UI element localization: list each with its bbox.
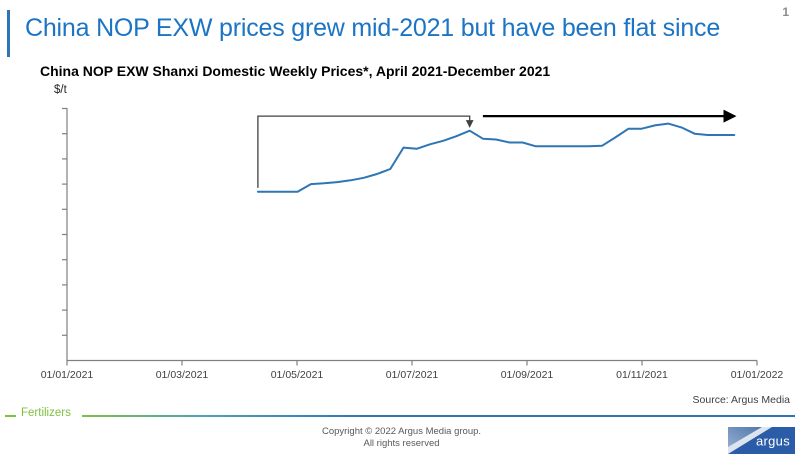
x-tick-label: 01/05/2021 bbox=[271, 369, 324, 381]
copyright-line2: All rights reserved bbox=[363, 438, 440, 449]
x-tick-label: 01/01/2022 bbox=[731, 369, 784, 381]
copyright-line1: Copyright © 2022 Argus Media group. bbox=[321, 426, 482, 437]
logo-swoosh-streak-icon bbox=[728, 427, 772, 454]
footer-gradient-rule bbox=[82, 415, 795, 417]
source-note: Source: Argus Media bbox=[692, 394, 790, 406]
price-line bbox=[256, 122, 736, 193]
y-axis-unit-label: $/t bbox=[54, 84, 67, 96]
x-tick-label: 01/11/2021 bbox=[616, 369, 668, 381]
x-tick-label: 01/01/2021 bbox=[41, 369, 94, 381]
footer-series-label: Fertilizers bbox=[21, 407, 71, 419]
x-tick-label: 01/07/2021 bbox=[386, 369, 439, 381]
footer-green-dash bbox=[5, 415, 16, 417]
title-accent-bar bbox=[7, 10, 10, 57]
page-number: 1 bbox=[782, 5, 789, 19]
argus-logo: argus bbox=[728, 427, 795, 454]
slide-title: China NOP EXW prices grew mid-2021 but h… bbox=[25, 14, 721, 42]
x-tick-label: 01/09/2021 bbox=[501, 369, 554, 381]
chart-title: China NOP EXW Shanxi Domestic Weekly Pri… bbox=[40, 63, 551, 79]
x-tick-label: 01/03/2021 bbox=[156, 369, 209, 381]
rise-bracket-arrow bbox=[257, 115, 474, 188]
copyright-notice: Copyright © 2022 Argus Media group. All … bbox=[0, 426, 803, 450]
logo-text: argus bbox=[756, 434, 790, 449]
